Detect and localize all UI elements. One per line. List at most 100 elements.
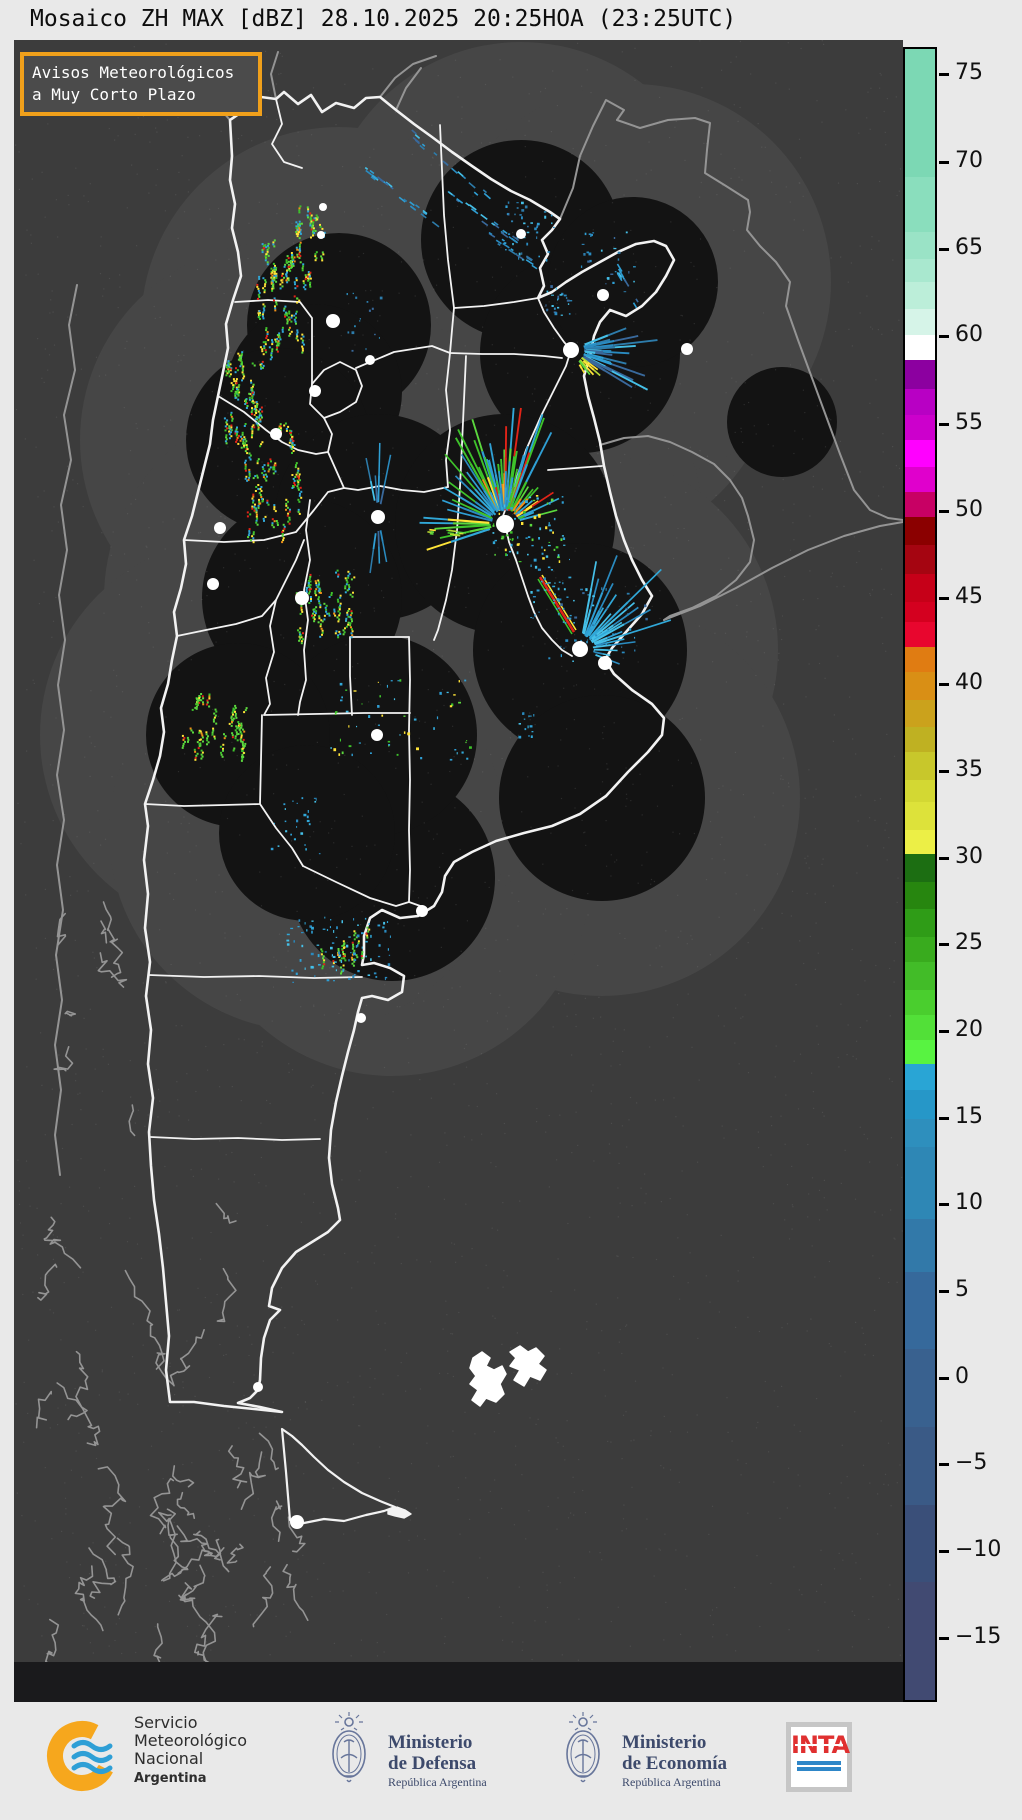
colorbar-segment (905, 49, 935, 177)
badge-line2: a Muy Corto Plazo (32, 85, 196, 104)
colorbar-tick-label: 50 (955, 497, 983, 522)
colorbar-tick (939, 1377, 949, 1380)
colorbar-segment (905, 389, 935, 415)
colorbar-tick-label: −5 (955, 1450, 988, 1475)
defensa-line2: de Defensa (388, 1753, 477, 1774)
isla-de-los-estados (387, 1506, 412, 1519)
colorbar-tick (939, 1117, 949, 1120)
defensa-emblem-icon (332, 1712, 366, 1783)
colorbar-segment (905, 802, 935, 830)
radar-site-dot (572, 641, 588, 657)
colorbar-tick (939, 943, 949, 946)
colorbar-segment (905, 854, 935, 882)
brazil-uruguay-borders (616, 117, 903, 521)
page-title: Mosaico ZH MAX [dBZ] 28.10.2025 20:25HOA… (30, 6, 737, 32)
colorbar-tick (939, 770, 949, 773)
colorbar-tick-label: 25 (955, 930, 983, 955)
radar-site-dot (365, 355, 375, 365)
colorbar-segment (905, 1090, 935, 1119)
radar-coverage-circle (219, 745, 395, 921)
colorbar-segment (905, 517, 935, 545)
warnings-badge-button[interactable]: Avisos Meteorológicos a Muy Corto Plazo (20, 52, 262, 116)
colorbar-segment (905, 1272, 935, 1349)
colorbar-tick (939, 1637, 949, 1640)
colorbar-tick-label: 0 (955, 1364, 969, 1389)
colorbar-scale (903, 47, 937, 1702)
paraguay-borders (395, 67, 625, 220)
smn-country: Argentina (134, 1771, 207, 1786)
radar-site-dot (317, 231, 325, 239)
colorbar-segment (905, 962, 935, 990)
radar-site-dot (270, 428, 282, 440)
colorbar-tick (939, 1550, 949, 1553)
colorbar-segment (905, 440, 935, 467)
radar-coverage-circle (727, 367, 837, 477)
smn-text-line2: Meteorológico (134, 1731, 247, 1750)
colorbar-segment (905, 752, 935, 780)
colorbar-segment (905, 177, 935, 232)
colorbar-segment (905, 602, 935, 622)
radar-site-dot (253, 1382, 263, 1392)
radar-site-dot (290, 1515, 304, 1529)
argentina-borders-layer (142, 90, 676, 1525)
colorbar-tick-label: 55 (955, 410, 983, 435)
colorbar-segment (905, 1064, 935, 1090)
colorbar-tick (939, 597, 949, 600)
colorbar-segment (905, 574, 935, 602)
colorbar-tick (939, 1463, 949, 1466)
colorbar-segment (905, 1219, 935, 1272)
colorbar-tick-label: 40 (955, 670, 983, 695)
colorbar-tick-label: 75 (955, 60, 983, 85)
colorbar-tick (939, 683, 949, 686)
radar-echoes-layer (181, 129, 672, 983)
colorbar-tick (939, 1290, 949, 1293)
colorbar-tick-label: 35 (955, 757, 983, 782)
colorbar-segment (905, 1349, 935, 1427)
colorbar-tick (939, 510, 949, 513)
radar-site-dot (371, 510, 385, 524)
colorbar-tick-label: −10 (955, 1537, 1002, 1562)
colorbar-segment (905, 1427, 935, 1505)
inta-wordmark: INTA (791, 1731, 850, 1759)
radar-sites-layer (207, 203, 693, 1529)
colorbar-segment (905, 545, 935, 574)
inta-bar-bottom (797, 1767, 841, 1771)
colorbar-segment (905, 780, 935, 802)
economia-emblem-icon (566, 1712, 600, 1783)
colorbar-tick-label: 5 (955, 1277, 969, 1302)
economia-logo: Ministerio de Economía República Argenti… (556, 1710, 727, 1794)
colorbar-segment (905, 909, 935, 937)
radar-site-dot (597, 289, 609, 301)
colorbar-tick (939, 73, 949, 76)
colorbar-segment (905, 622, 935, 647)
colorbar-tick (939, 1030, 949, 1033)
radar-site-dot (681, 343, 693, 355)
radar-site-dot (295, 591, 309, 605)
inta-bar-top (797, 1761, 841, 1765)
radar-site-dot (563, 342, 579, 358)
colorbar-tick (939, 857, 949, 860)
colorbar-segment (905, 700, 935, 727)
colorbar-segment (905, 335, 935, 360)
colorbar-segment (905, 647, 935, 672)
radar-site-dot (516, 229, 526, 239)
province-borders (144, 98, 603, 1141)
colorbar-segment (905, 1040, 935, 1064)
colorbar-segment (905, 492, 935, 517)
defensa-line3: República Argentina (388, 1775, 487, 1789)
uruguay-coast (663, 521, 903, 621)
colorbar-segment (905, 415, 935, 440)
radar-site-dot (319, 203, 327, 211)
radar-map-canvas (14, 40, 903, 1702)
colorbar-segment (905, 1505, 935, 1582)
colorbar-tick (939, 335, 949, 338)
colorbar-segment (905, 309, 935, 335)
colorbar-tick-label: 60 (955, 322, 983, 347)
colorbar-tick-label: 20 (955, 1017, 983, 1042)
colorbar-segment (905, 1582, 935, 1700)
colorbar-segment (905, 882, 935, 909)
colorbar-segment (905, 259, 935, 282)
colorbar-segment (905, 830, 935, 854)
colorbar-tick-label: −15 (955, 1624, 1002, 1649)
uruguay-brazil-inner-border (599, 435, 755, 621)
